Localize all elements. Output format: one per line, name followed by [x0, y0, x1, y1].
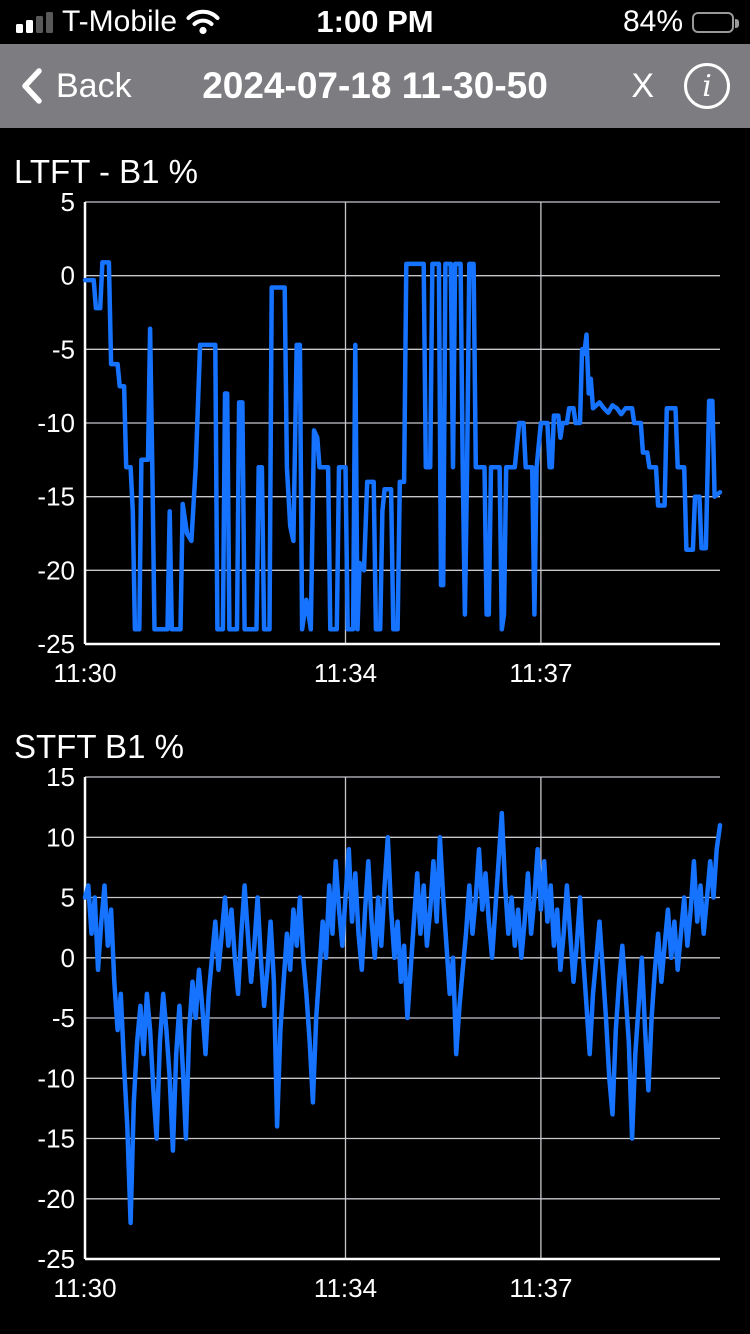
ltft-chart-block: LTFT - B1 % 5 0 -5 -10 -15 -20 -25 11:30 11:34 11… [0, 152, 750, 697]
close-button[interactable]: X [631, 66, 654, 105]
svg-text:-10: -10 [37, 1063, 75, 1093]
svg-text:5: 5 [61, 192, 75, 217]
svg-text:-5: -5 [52, 1003, 75, 1033]
svg-text:-20: -20 [37, 1184, 75, 1214]
svg-text:0: 0 [61, 261, 75, 291]
status-right-cluster: 84% [622, 5, 739, 39]
chevron-left-icon [20, 66, 44, 106]
svg-text:-15: -15 [37, 1124, 75, 1154]
info-button[interactable]: i [684, 63, 730, 109]
svg-text:11:30: 11:30 [53, 1273, 116, 1303]
svg-text:-10: -10 [37, 408, 75, 438]
wifi-icon [186, 9, 220, 35]
back-button[interactable]: Back [20, 66, 132, 106]
back-label: Back [56, 66, 132, 105]
nav-bar: Back 2024-07-18 11-30-50 X i [0, 44, 750, 128]
carrier-label: T-Mobile [62, 5, 178, 38]
svg-text:11:34: 11:34 [314, 658, 377, 688]
svg-text:0: 0 [61, 943, 75, 973]
battery-icon [692, 11, 739, 33]
chart-title-stft: STFT B1 % [14, 728, 184, 765]
svg-text:-15: -15 [37, 482, 75, 512]
chart-title-ltft: LTFT - B1 % [14, 153, 198, 190]
status-bar: T-Mobile 1:00 PM 84% [0, 0, 750, 44]
svg-text:11:37: 11:37 [509, 658, 572, 688]
svg-text:-20: -20 [37, 555, 75, 585]
info-icon: i [702, 68, 712, 104]
svg-text:-25: -25 [37, 1244, 75, 1274]
svg-text:-25: -25 [37, 629, 75, 659]
cellular-signal-icon [16, 11, 53, 33]
svg-text:11:37: 11:37 [509, 1273, 572, 1303]
svg-text:5: 5 [61, 883, 75, 913]
page-title: 2024-07-18 11-30-50 [202, 65, 548, 106]
svg-text:11:30: 11:30 [53, 658, 116, 688]
svg-text:-5: -5 [52, 334, 75, 364]
battery-percent-label: 84% [622, 5, 683, 38]
svg-text:11:34: 11:34 [314, 1273, 377, 1303]
status-left-cluster: T-Mobile [16, 5, 220, 39]
svg-text:15: 15 [46, 767, 75, 792]
svg-text:10: 10 [46, 822, 75, 852]
stft-chart-block: STFT B1 % 15 10 5 0 -5 -10 -15 -20 -25 11:30 11:34… [0, 727, 750, 1312]
status-time: 1:00 PM [316, 4, 434, 39]
